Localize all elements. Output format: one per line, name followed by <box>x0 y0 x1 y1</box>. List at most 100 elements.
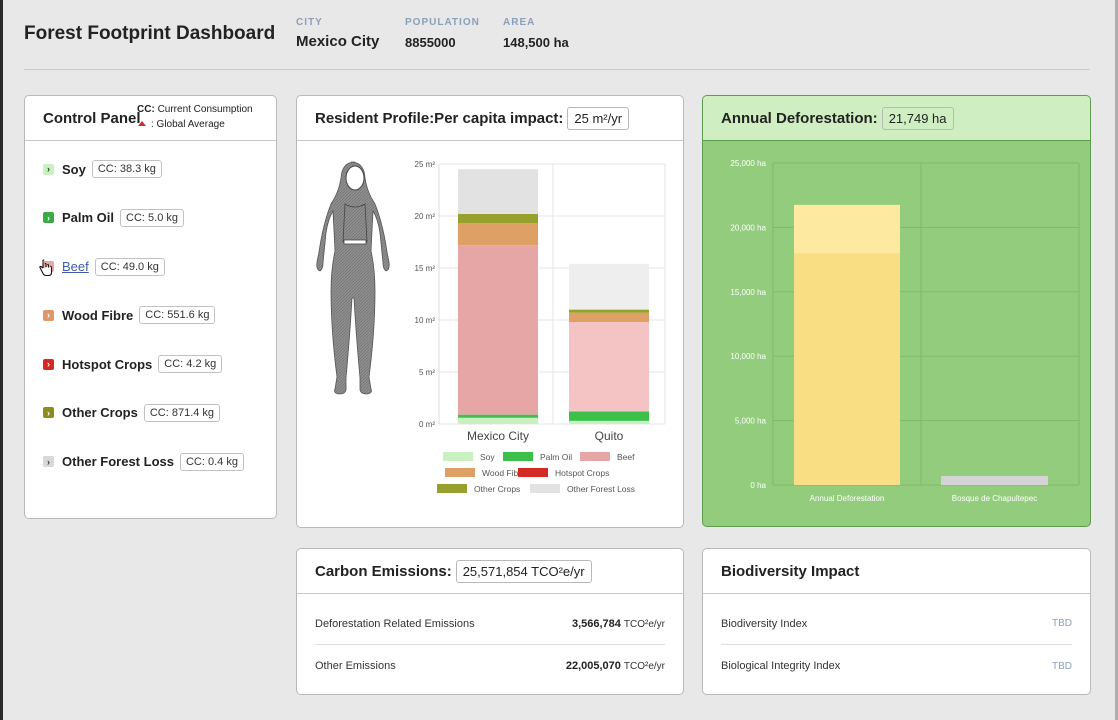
population-value: 8855000 <box>405 35 456 50</box>
chevron-right-icon[interactable]: › <box>43 456 54 468</box>
population-label: POPULATION <box>405 17 480 28</box>
annual-deforestation-card: Annual Deforestation: 21,749 ha 0 ha 5,00… <box>702 95 1091 527</box>
legend-label: Beef <box>617 452 635 462</box>
legend-item: Other Forest Loss <box>530 484 635 494</box>
legend-label: Palm Oil <box>540 452 572 462</box>
bar-segment-other-forest-loss <box>569 263 649 310</box>
chevron-right-icon[interactable]: › <box>43 309 54 321</box>
current-consumption-badge: CC: 49.0 kg <box>94 257 165 276</box>
legend-item: Wood Fibre <box>445 468 526 478</box>
chevron-right-icon[interactable]: › <box>43 163 54 175</box>
bar-segment-wood-fibre <box>458 223 538 246</box>
y-tick-label: 15,000 ha <box>730 288 766 297</box>
row-label: Other Emissions <box>315 660 396 672</box>
commodity-name[interactable]: Wood Fibre <box>62 307 134 323</box>
resident-profile-title: Resident Profile:Per capita impact: <box>315 109 564 127</box>
bar-segment-wood-fibre <box>569 312 649 323</box>
commodity-item-hotspot-crops[interactable]: › Hotspot Crops CC: 4.2 kg <box>43 354 244 374</box>
carbon-emissions-header: Carbon Emissions: 25,571,854 TCO²e/yr <box>297 549 683 594</box>
population-stat: POPULATION 8855000 <box>405 17 480 50</box>
y-tick-label: 0 ha <box>750 481 766 490</box>
bar-segment-palm-oil <box>458 414 538 418</box>
current-consumption-badge: CC: 0.4 kg <box>179 452 244 471</box>
bar-segment-beef <box>458 245 538 415</box>
commodity-name[interactable]: Soy <box>62 161 86 177</box>
commodity-name[interactable]: Palm Oil <box>62 210 115 226</box>
row-value: TBD <box>1052 660 1072 672</box>
legend-item: Soy <box>443 452 495 462</box>
legend-label: Soy <box>480 452 495 462</box>
chevron-right-icon[interactable]: › <box>43 358 54 370</box>
bar-segment-base <box>794 253 900 485</box>
commodity-name[interactable]: Hotspot Crops <box>62 356 153 372</box>
y-tick-label: 5,000 ha <box>735 417 767 426</box>
biodiversity-impact-header: Biodiversity Impact <box>703 549 1090 594</box>
y-tick-label: 0 m² <box>419 420 435 429</box>
commodity-name[interactable]: Other Forest Loss <box>62 454 174 470</box>
biological-integrity-index-row: Biological Integrity Index TBD <box>721 645 1072 687</box>
carbon-emissions-total: 25,571,854 TCO²e/yr <box>455 559 592 583</box>
commodity-item-soy[interactable]: › Soy CC: 38.3 kg <box>43 159 244 179</box>
current-consumption-badge: CC: 871.4 kg <box>143 403 221 422</box>
x-tick-label: Quito <box>595 429 624 443</box>
row-unit: TCO²e/yr <box>623 618 665 630</box>
legend-cc-text: Current Consumption <box>157 104 253 115</box>
carbon-emissions-title: Carbon Emissions: <box>315 562 452 580</box>
row-value: TBD <box>1052 618 1072 629</box>
legend-label: Other Crops <box>474 484 520 494</box>
control-panel-legend: CC: Current Consumption : Global Average <box>137 102 253 132</box>
row-value: 3,566,784 <box>571 617 621 630</box>
city-label: CITY <box>296 17 323 28</box>
control-panel: Control Panel CC: Current Consumption : … <box>24 95 277 519</box>
commodity-list: › Soy CC: 38.3 kg › Palm Oil CC: 5.0 kg › Beef C… <box>43 159 244 501</box>
legend-swatch <box>503 452 533 461</box>
current-consumption-badge: CC: 5.0 kg <box>120 208 184 227</box>
per-capita-value: 25 m²/yr <box>567 106 630 130</box>
commodity-item-other-forest-loss[interactable]: › Other Forest Loss CC: 0.4 kg <box>43 452 244 472</box>
control-panel-title: Control Panel <box>43 109 141 127</box>
legend-swatch <box>580 452 610 461</box>
biodiversity-impact-card: Biodiversity Impact Biodiversity Index T… <box>702 548 1091 695</box>
area-stat: AREA 148,500 ha <box>503 17 569 50</box>
annual-deforestation-header: Annual Deforestation: 21,749 ha <box>703 96 1090 141</box>
legend-avg-text: : Global Average <box>151 119 225 130</box>
resident-profile-header: Resident Profile:Per capita impact: 25 m… <box>297 96 683 141</box>
deforestation-emissions-row: Deforestation Related Emissions 3,566,78… <box>315 603 665 645</box>
bar-segment-palm-oil <box>569 411 649 421</box>
legend-item: Palm Oil <box>503 452 572 462</box>
row-label: Biological Integrity Index <box>721 660 841 672</box>
y-tick-label: 20,000 ha <box>730 223 766 232</box>
global-average-marker-icon <box>138 121 146 126</box>
row-unit: TCO²e/yr <box>623 661 665 672</box>
legend-swatch <box>518 468 548 477</box>
city-stat: CITY Mexico City <box>296 17 379 50</box>
bar-segment-soy <box>569 420 649 424</box>
y-tick-label: 25,000 ha <box>730 159 766 168</box>
window-edge-left <box>0 0 3 720</box>
row-label: Deforestation Related Emissions <box>315 617 475 630</box>
y-tick-label: 5 m² <box>419 368 435 377</box>
commodity-name[interactable]: Other Crops <box>62 405 138 421</box>
x-tick-label: Mexico City <box>467 429 529 443</box>
row-label: Biodiversity Index <box>721 617 808 630</box>
commodity-item-wood-fibre[interactable]: › Wood Fibre CC: 551.6 kg <box>43 305 244 325</box>
bar-segment-other-crops <box>569 309 649 313</box>
legend-item: Hotspot Crops <box>518 468 609 478</box>
biodiversity-index-row: Biodiversity Index TBD <box>721 603 1072 645</box>
carbon-emissions-card: Carbon Emissions: 25,571,854 TCO²e/yr De… <box>296 548 684 695</box>
chevron-right-icon[interactable]: › <box>43 407 54 419</box>
current-consumption-badge: CC: 551.6 kg <box>139 306 216 325</box>
commodity-name[interactable]: Beef <box>62 259 89 275</box>
hand-pointer-cursor-icon <box>39 259 53 282</box>
bar-segment-other-crops <box>458 213 538 224</box>
chevron-right-icon[interactable]: › <box>43 212 54 224</box>
row-value: 22,005,070 <box>565 660 621 672</box>
y-tick-label: 10,000 ha <box>730 352 766 361</box>
resident-profile-card: Resident Profile:Per capita impact: 25 m… <box>296 95 684 528</box>
commodity-item-other-crops[interactable]: › Other Crops CC: 871.4 kg <box>43 403 244 423</box>
x-tick-label: Annual Deforestation <box>810 494 885 503</box>
commodity-item-palm-oil[interactable]: › Palm Oil CC: 5.0 kg <box>43 208 244 228</box>
current-consumption-badge: CC: 4.2 kg <box>158 355 223 374</box>
legend-label: Hotspot Crops <box>555 468 609 478</box>
